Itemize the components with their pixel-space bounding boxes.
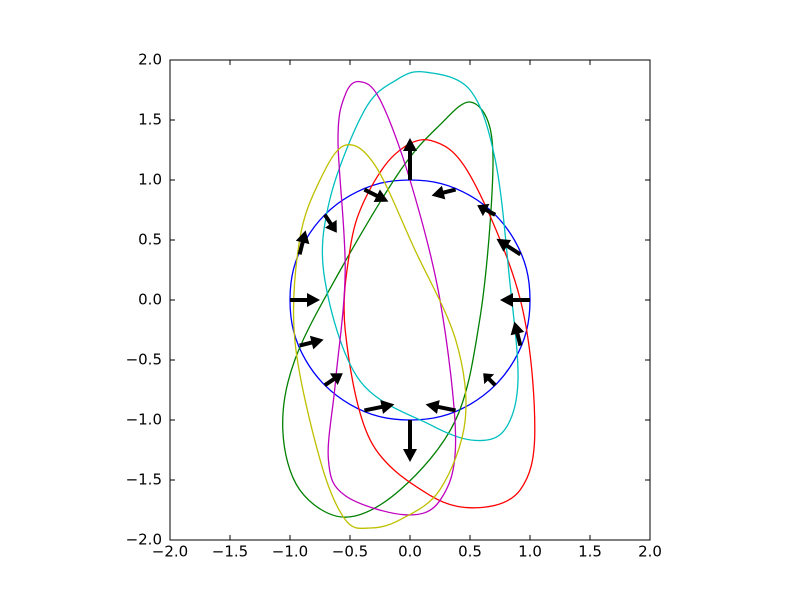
curve (327, 80, 457, 516)
x-tick-label: 2.0 (638, 543, 662, 561)
y-tick-label: 1.5 (138, 111, 162, 129)
x-tick-label: −1.5 (212, 543, 248, 561)
arrow (431, 185, 457, 200)
arrow (403, 420, 417, 462)
x-tick-label: −2.0 (152, 543, 188, 561)
arrow (496, 238, 522, 257)
arrow (403, 138, 417, 180)
y-tick-label: −2.0 (126, 531, 162, 549)
x-tick-label: 1.0 (518, 543, 542, 561)
arrow (477, 203, 497, 217)
y-tick-label: 1.0 (138, 171, 162, 189)
arrow (299, 335, 324, 350)
y-tick-label: −0.5 (126, 351, 162, 369)
y-tick-label: 2.0 (138, 51, 162, 69)
arrow (363, 187, 389, 203)
arrow (295, 230, 310, 255)
arrow (290, 293, 320, 307)
x-tick-label: 1.5 (578, 543, 602, 561)
plot-content (282, 70, 536, 529)
y-tick-label: 0.0 (138, 291, 162, 309)
arrow (483, 373, 497, 387)
arrow (500, 293, 530, 307)
arrow (364, 400, 395, 414)
y-tick-label: 0.5 (138, 231, 162, 249)
arrow (425, 400, 456, 414)
curve (292, 144, 467, 529)
arrow (323, 373, 343, 387)
x-tick-label: 0.0 (398, 543, 422, 561)
x-tick-label: −0.5 (332, 543, 368, 561)
x-tick-label: 0.5 (458, 543, 482, 561)
x-tick-label: −1.0 (272, 543, 308, 561)
y-tick-label: −1.0 (126, 411, 162, 429)
y-tick-label: −1.5 (126, 471, 162, 489)
arrow (510, 321, 525, 347)
curve (343, 138, 536, 509)
arrow (323, 213, 337, 233)
